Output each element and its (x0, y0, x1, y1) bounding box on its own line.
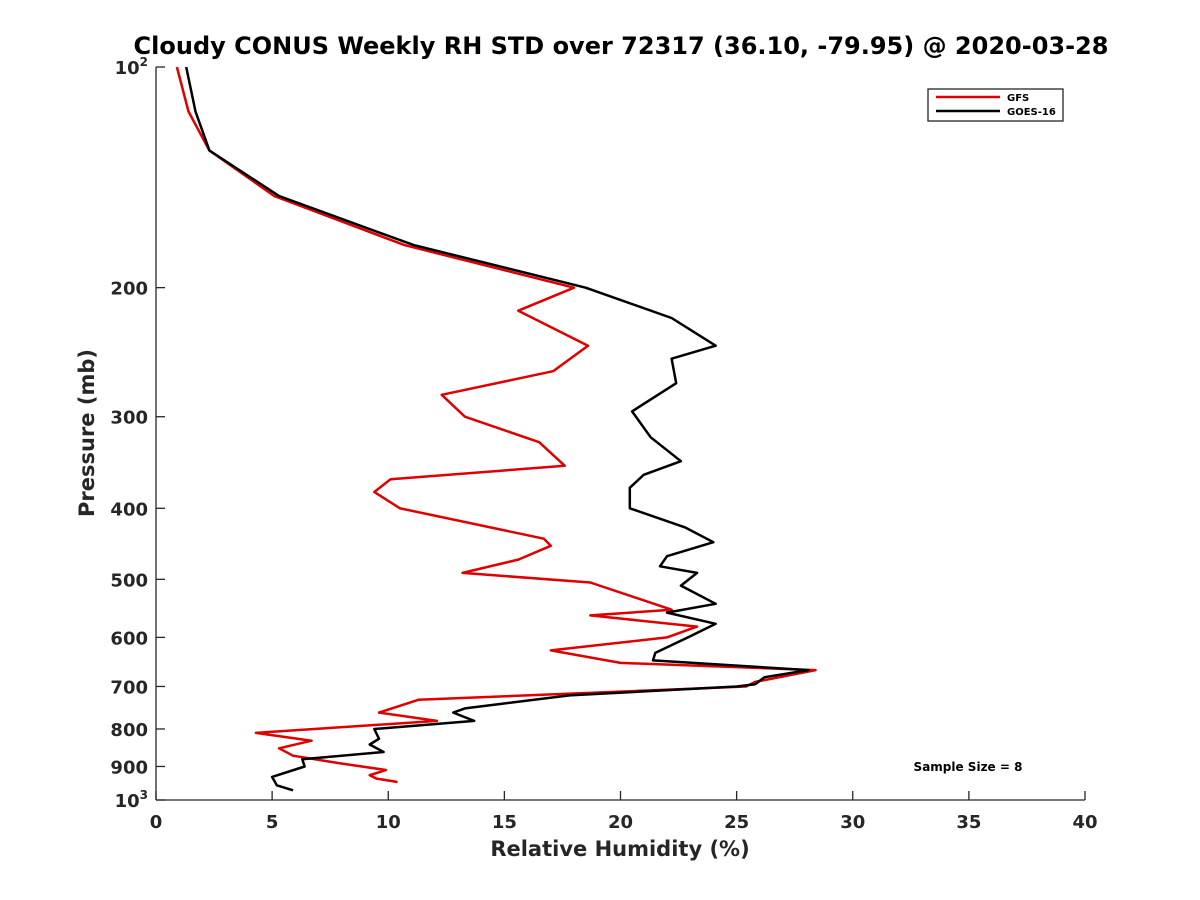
y-tick-label: 103 (115, 788, 148, 812)
x-ticks: 0 5 10 15 20 25 30 35 40 (150, 791, 1098, 833)
x-tick-label: 0 (150, 812, 163, 833)
y-tick-label: 300 (110, 408, 148, 429)
x-tick-label: 5 (266, 812, 279, 833)
x-tick-label: 35 (956, 812, 981, 833)
y-ticks: 102 200 300 400 500 600 700 800 900 103 (110, 55, 165, 812)
legend-box (927, 88, 1064, 122)
series-line-goes16 (184, 66, 810, 792)
y-tick-label: 500 (110, 570, 148, 591)
series-layer (175, 66, 817, 792)
y-tick-label: 102 (115, 55, 148, 79)
chart-title: Cloudy CONUS Weekly RH STD over 72317 (3… (134, 32, 1109, 60)
y-tick-label: 200 (110, 279, 148, 300)
y-tick-label: 600 (110, 628, 148, 649)
plot-area (156, 67, 1085, 800)
x-tick-label: 25 (724, 812, 749, 833)
series-line-gfs (175, 66, 817, 784)
x-tick-label: 20 (608, 812, 633, 833)
x-tick-label: 30 (840, 812, 865, 833)
y-tick-label: 400 (110, 499, 148, 520)
y-tick-label: 900 (110, 757, 148, 778)
y-tick-label: 800 (110, 720, 148, 741)
x-tick-label: 15 (492, 812, 517, 833)
legend-label-goes16: GOES-16 (1007, 107, 1056, 118)
y-axis-label: Pressure (mb) (75, 349, 99, 517)
legend-label-gfs: GFS (1007, 93, 1029, 104)
y-tick-label: 700 (110, 677, 148, 698)
x-tick-label: 40 (1072, 812, 1097, 833)
x-tick-label: 10 (376, 812, 401, 833)
x-axis-label: Relative Humidity (%) (490, 837, 749, 861)
sample-size-annotation: Sample Size = 8 (914, 760, 1023, 774)
legend: GFS GOES-16 (927, 88, 1064, 122)
